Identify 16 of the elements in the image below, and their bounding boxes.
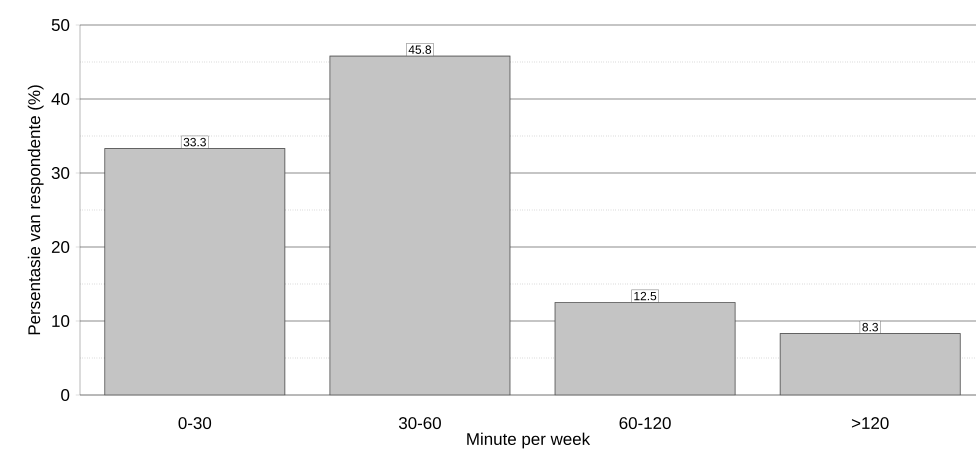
data-label: 33.3 [184, 138, 206, 146]
y-tick-label: 40 [51, 93, 70, 105]
y-tick-label: 50 [52, 19, 70, 31]
y-tick-label: 0 [61, 389, 70, 401]
x-axis-title: Minute per week [467, 432, 590, 448]
y-axis-title: Persentasie van respondente (%) [28, 85, 44, 334]
x-tick-label: >120 [852, 417, 889, 430]
data-label: 8.3 [862, 322, 878, 332]
y-tick-label: 30 [52, 167, 70, 179]
y-tick-label: 10 [52, 315, 70, 327]
data-label: 45.8 [408, 45, 432, 54]
data-label: 12.5 [634, 292, 656, 300]
x-tick-label: 30-60 [398, 417, 441, 430]
y-tick-label: 20 [52, 241, 70, 253]
x-tick-label: 0-30 [178, 417, 212, 430]
x-tick-label: 60-120 [620, 417, 671, 430]
